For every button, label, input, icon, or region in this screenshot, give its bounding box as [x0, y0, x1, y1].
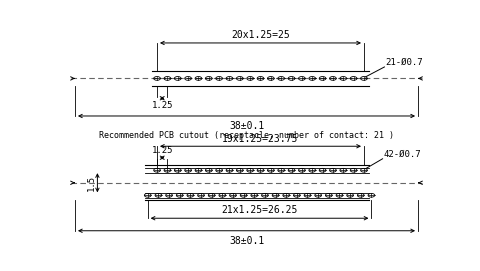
Text: 21x1.25=26.25: 21x1.25=26.25 — [221, 205, 297, 215]
Text: 38±0.1: 38±0.1 — [228, 121, 264, 131]
Text: 38±0.1: 38±0.1 — [228, 236, 264, 246]
Text: 19x1.25=23.75: 19x1.25=23.75 — [222, 134, 298, 144]
Text: 20x1.25=25: 20x1.25=25 — [230, 30, 289, 40]
Text: 1.5: 1.5 — [86, 175, 96, 191]
Text: Recommended PCB cutout (receptacle, number of contact: 21 ): Recommended PCB cutout (receptacle, numb… — [99, 131, 393, 140]
Text: 21-Ø0.7: 21-Ø0.7 — [385, 58, 422, 67]
Text: 1.25: 1.25 — [151, 101, 173, 110]
Text: 1.25: 1.25 — [151, 146, 173, 155]
Text: 42-Ø0.7: 42-Ø0.7 — [383, 150, 420, 159]
